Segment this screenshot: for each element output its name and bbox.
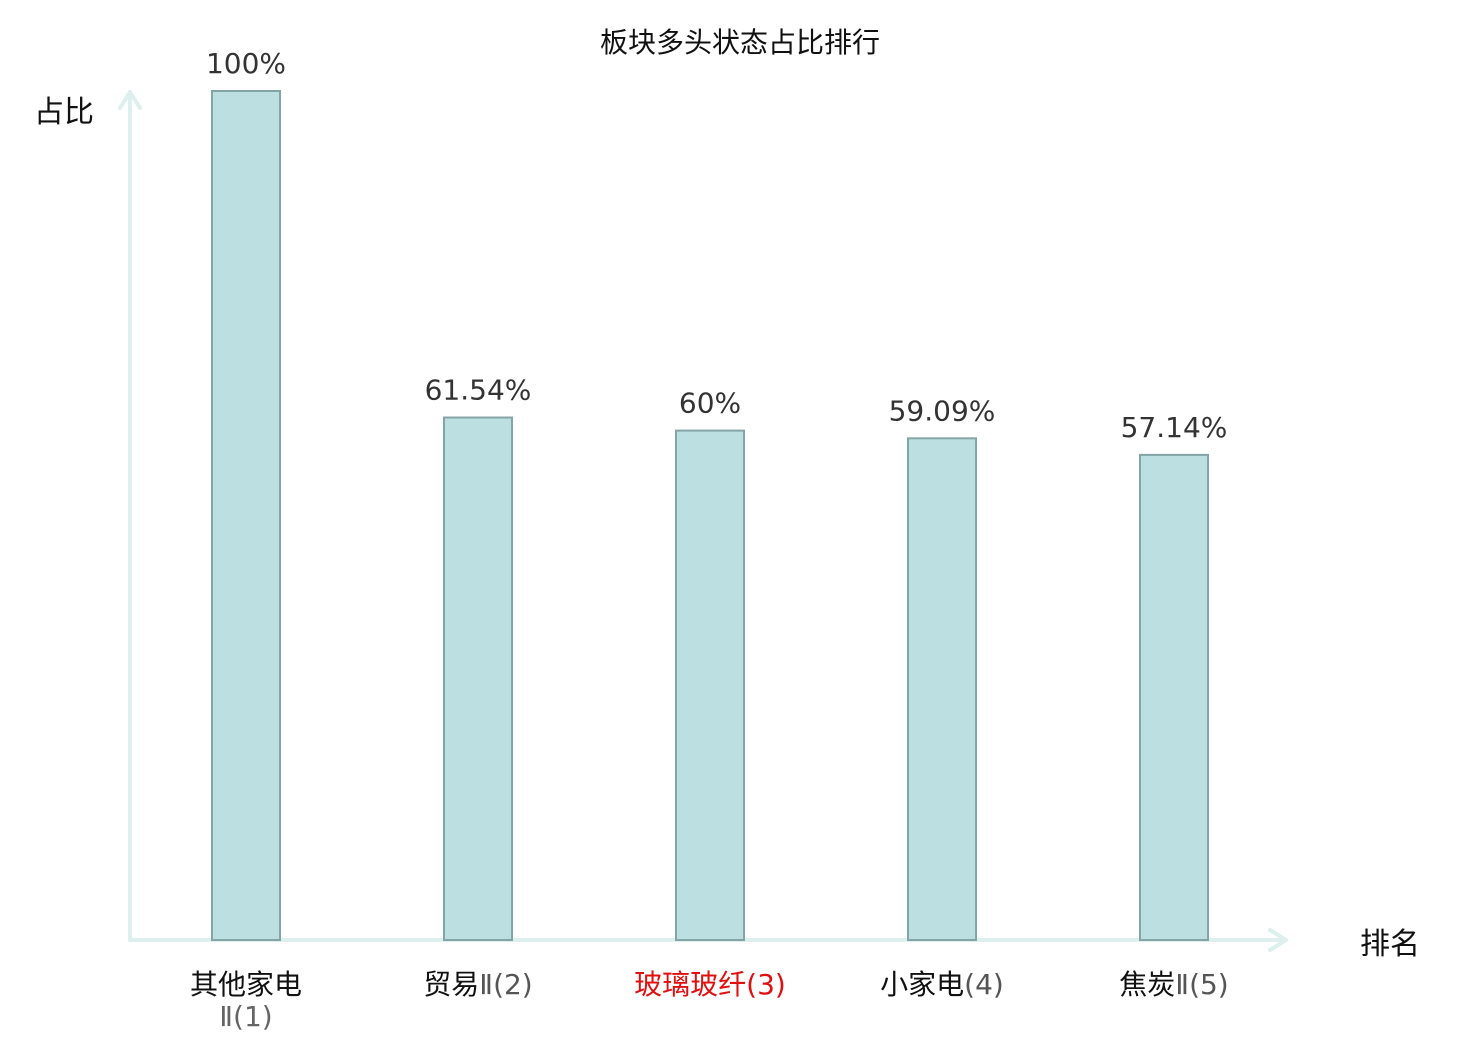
- value-labels-group: 100% 61.54% 60% 59.09% 57.14%: [206, 47, 1227, 444]
- y-axis: [118, 90, 142, 942]
- x-axis-arrowhead: [1268, 928, 1288, 952]
- bar-value-label: 100%: [206, 47, 286, 80]
- category-rank: Ⅱ(5): [1175, 968, 1228, 1001]
- bar: [907, 437, 977, 941]
- category-label: 其他家电: [190, 968, 302, 1001]
- bar: [211, 90, 281, 941]
- category-name: 焦炭: [1119, 968, 1175, 1001]
- category-rank-label: Ⅱ(1): [219, 1000, 272, 1033]
- y-axis-label: 占比: [34, 95, 94, 130]
- bar-value-label: 59.09%: [889, 394, 996, 427]
- bar-value-label: 57.14%: [1121, 411, 1228, 444]
- category-label: 贸易Ⅱ(2): [423, 968, 532, 1001]
- x-axis-label: 排名: [1360, 927, 1420, 962]
- bar-value-label: 60%: [679, 387, 741, 420]
- y-axis-arrowhead: [118, 90, 142, 110]
- chart-title: 板块多头状态占比排行: [600, 26, 880, 59]
- category-rank: (3): [746, 968, 786, 1001]
- bar: [1139, 453, 1209, 941]
- bar: [443, 416, 513, 941]
- bar-value-label: 61.54%: [425, 374, 532, 407]
- category-label: 小家电(4): [880, 968, 1004, 1001]
- category-name: 玻璃玻纤: [634, 968, 746, 1001]
- bars-group: [211, 90, 1209, 941]
- category-label: 焦炭Ⅱ(5): [1119, 968, 1228, 1001]
- category-name: 贸易: [423, 968, 479, 1001]
- bar: [675, 429, 745, 941]
- category-name: 小家电: [880, 968, 964, 1001]
- category-rank: (4): [964, 968, 1004, 1001]
- category-rank: Ⅱ(2): [479, 968, 532, 1001]
- category-label: 玻璃玻纤(3): [634, 968, 786, 1001]
